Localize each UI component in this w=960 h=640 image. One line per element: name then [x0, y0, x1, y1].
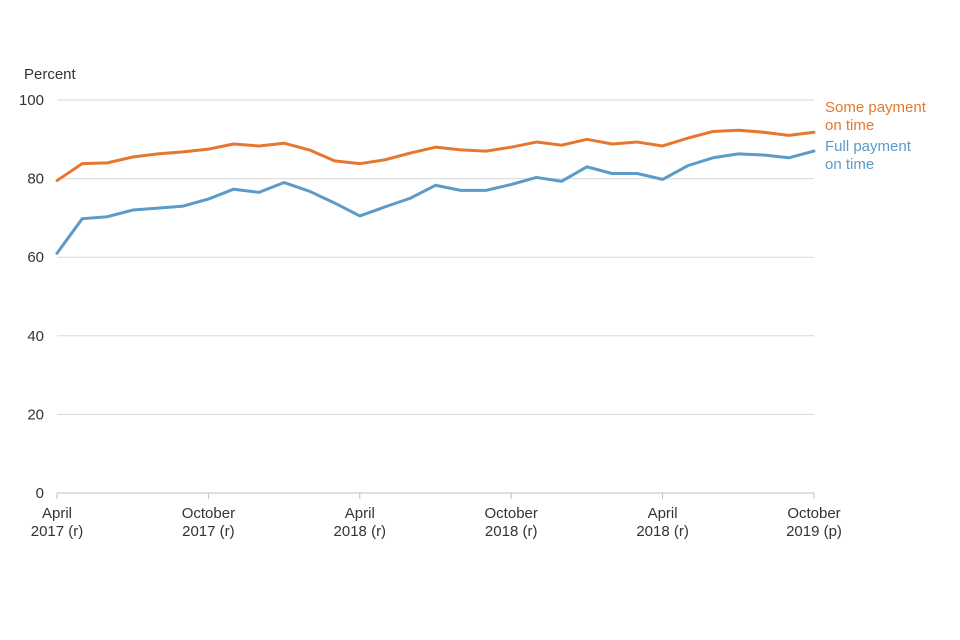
- gridlines: [57, 99, 814, 415]
- series-line-full-payment-on-time: [55, 149, 816, 255]
- y-axis: 0 20 40 60 80 100: [19, 92, 44, 502]
- x-tick-label-line2: 2018 (r): [636, 523, 689, 540]
- y-tick-label: 100: [19, 92, 44, 109]
- legend-label-some-payment-on-time: Some payment: [825, 99, 927, 116]
- y-tick-label: 60: [27, 249, 44, 266]
- legend-label-full-payment-on-time: on time: [825, 156, 874, 173]
- legend-label-some-payment-on-time: on time: [825, 117, 874, 134]
- y-tick-label: 80: [27, 171, 44, 188]
- y-tick-label: 20: [27, 406, 44, 423]
- x-tick-label-line1: April: [345, 505, 375, 522]
- series-line-some-payment-on-time: [55, 128, 816, 183]
- series-layer: [55, 128, 816, 255]
- x-tick-label-line1: October: [485, 505, 538, 522]
- x-tick-label-line2: 2018 (r): [485, 523, 538, 540]
- x-tick-label-line2: 2017 (r): [182, 523, 235, 540]
- x-tick-label-line1: October: [787, 505, 840, 522]
- x-tick-label-line1: April: [42, 505, 72, 522]
- x-tick-label-line1: April: [648, 505, 678, 522]
- x-tick-label-line1: October: [182, 505, 235, 522]
- x-tick-label-line2: 2018 (r): [334, 523, 387, 540]
- x-tick-label-line2: 2017 (r): [31, 523, 84, 540]
- y-tick-label: 0: [36, 485, 44, 502]
- legend-label-full-payment-on-time: Full payment: [825, 138, 912, 155]
- y-axis-title: Percent: [24, 66, 77, 83]
- x-tick-label-line2: 2019 (p): [786, 523, 842, 540]
- y-tick-label: 40: [27, 328, 44, 345]
